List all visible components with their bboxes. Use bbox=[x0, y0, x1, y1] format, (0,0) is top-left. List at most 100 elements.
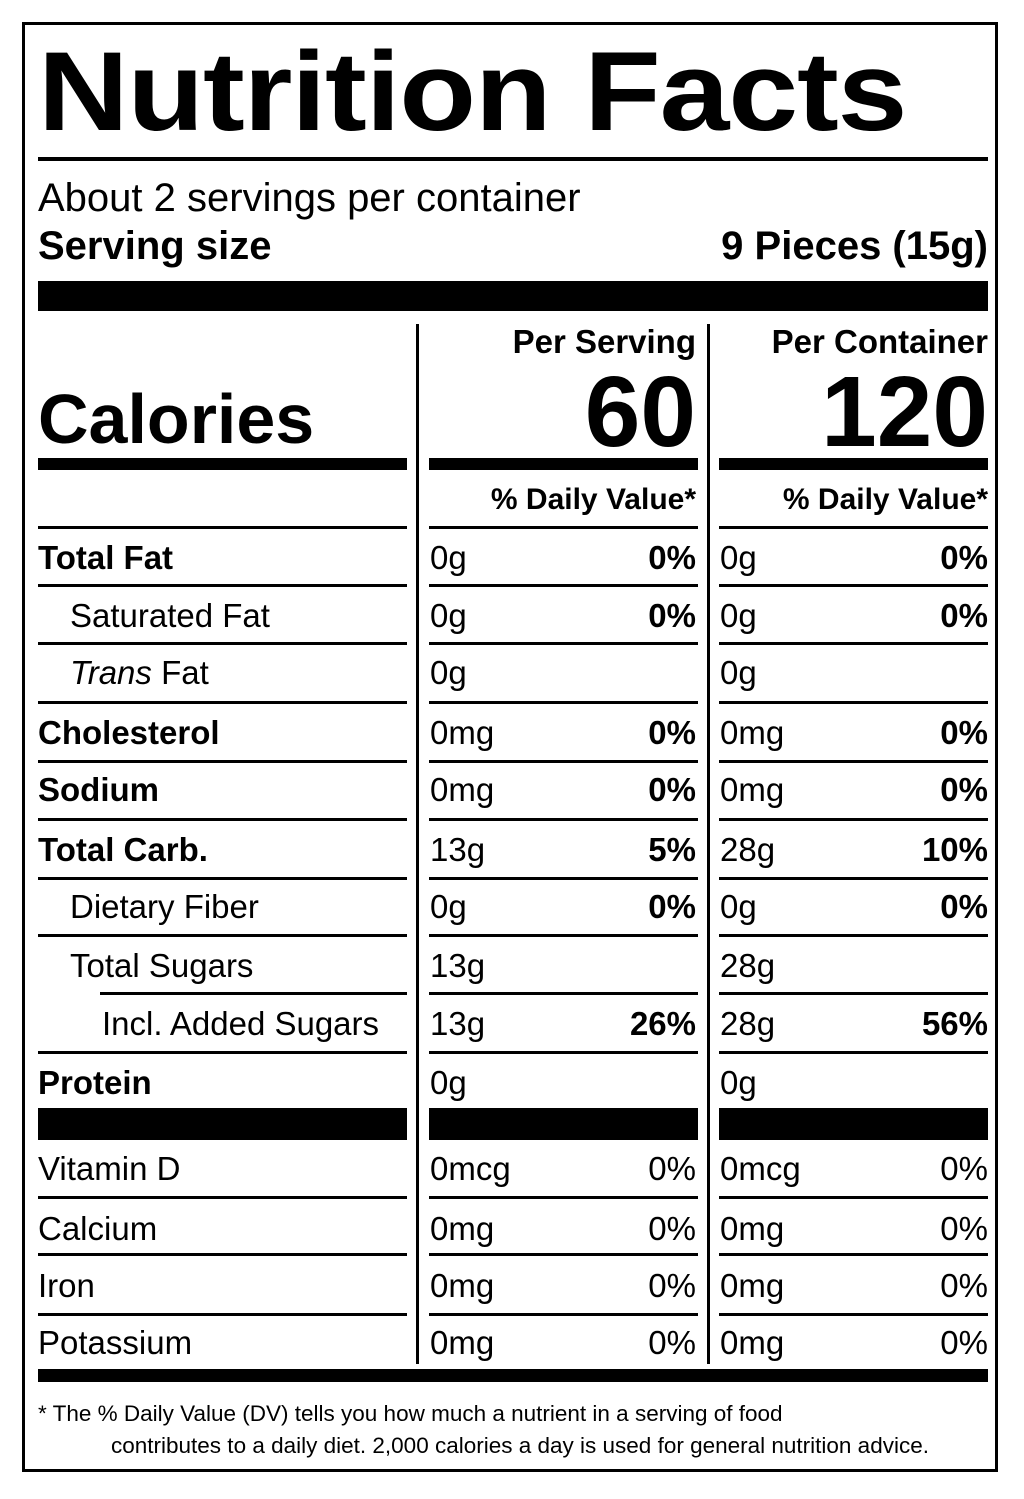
container-amount: 0g bbox=[720, 888, 757, 925]
row-divider bbox=[719, 877, 988, 880]
nutrient-name: Total Carb. bbox=[38, 833, 208, 866]
container-daily-value: 10% bbox=[921, 831, 988, 868]
nutrient-name-text: Total Carb. bbox=[38, 831, 208, 868]
container-amount: 28g bbox=[720, 1005, 776, 1042]
serving-size-label: Serving size bbox=[38, 224, 272, 268]
serving-daily-value: 0% bbox=[648, 539, 696, 576]
row-divider bbox=[38, 760, 407, 763]
daily-value-header-serving: % Daily Value* bbox=[490, 483, 696, 516]
servings-per-container: About 2 servings per container bbox=[38, 176, 581, 220]
container-daily-value: 0% bbox=[940, 714, 988, 751]
serving-amount: 0mg bbox=[430, 771, 495, 808]
serving-amount: 0g bbox=[430, 888, 467, 925]
serving-amount: 0g bbox=[430, 539, 467, 576]
row-divider bbox=[719, 934, 988, 937]
container-amount: 28g bbox=[720, 831, 776, 868]
row-divider bbox=[719, 584, 988, 587]
container-daily-value: 0% bbox=[940, 771, 988, 808]
serving-amount: 13g bbox=[430, 1005, 486, 1042]
serving-amount: 0g bbox=[430, 1064, 467, 1101]
row-divider bbox=[38, 1108, 407, 1140]
row-divider bbox=[429, 1253, 698, 1256]
nutrient-name-text: Calcium bbox=[38, 1210, 158, 1247]
nutrient-name: Total Fat bbox=[38, 541, 173, 574]
row-divider bbox=[38, 642, 407, 645]
per-serving-header: Per Serving bbox=[512, 323, 696, 360]
nutrient-name: Protein bbox=[38, 1066, 152, 1099]
nutrient-name-text: Total Sugars bbox=[70, 947, 254, 984]
nutrient-name: Saturated Fat bbox=[70, 599, 270, 632]
row-divider bbox=[429, 701, 698, 704]
nutrient-name: Sodium bbox=[38, 773, 159, 806]
serving-amount: 0mg bbox=[430, 714, 495, 751]
serving-daily-value: 0% bbox=[648, 1150, 696, 1187]
nutrient-name: Calcium bbox=[38, 1212, 157, 1245]
nutrition-label bbox=[22, 22, 998, 1472]
calories-per-container: 120 bbox=[821, 356, 988, 468]
container-daily-value: 0% bbox=[940, 1150, 988, 1187]
row-divider bbox=[429, 818, 698, 821]
row-divider bbox=[429, 1196, 698, 1199]
nutrient-name: Dietary Fiber bbox=[70, 890, 259, 923]
calories-rule-label bbox=[38, 458, 407, 470]
column-divider-serving bbox=[416, 324, 419, 1364]
row-divider bbox=[719, 1108, 988, 1140]
footnote: * The % Daily Value (DV) tells you how m… bbox=[38, 1398, 988, 1462]
row-divider bbox=[38, 1196, 407, 1199]
container-daily-value: 0% bbox=[940, 1267, 988, 1304]
calories-rule-container bbox=[719, 458, 988, 470]
serving-amount: 0mg bbox=[430, 1324, 495, 1361]
nutrient-name: Vitamin D bbox=[38, 1152, 180, 1185]
row-divider bbox=[429, 760, 698, 763]
serving-daily-value: 0% bbox=[648, 1324, 696, 1361]
row-divider bbox=[429, 1108, 698, 1140]
label-title: Nutrition Facts bbox=[38, 29, 907, 154]
serving-size-value: 9 Pieces (15g) bbox=[721, 224, 988, 268]
row-divider bbox=[38, 526, 407, 529]
serving-daily-value: 0% bbox=[648, 771, 696, 808]
row-divider bbox=[38, 934, 407, 937]
calories-rule-serving bbox=[429, 458, 698, 470]
daily-value-header-container: % Daily Value* bbox=[782, 483, 988, 516]
row-divider bbox=[100, 992, 407, 995]
calories-label: Calories bbox=[38, 380, 315, 458]
row-divider bbox=[429, 1051, 698, 1054]
serving-thick-rule bbox=[38, 281, 988, 311]
row-divider bbox=[38, 818, 407, 821]
title-rule bbox=[38, 157, 988, 161]
column-divider-container bbox=[707, 324, 710, 1364]
serving-daily-value: 0% bbox=[648, 888, 696, 925]
row-divider bbox=[429, 992, 698, 995]
row-divider bbox=[38, 584, 407, 587]
row-divider bbox=[719, 701, 988, 704]
nutrient-name: Iron bbox=[38, 1269, 95, 1302]
container-daily-value: 56% bbox=[921, 1005, 988, 1042]
row-divider bbox=[719, 992, 988, 995]
row-divider bbox=[719, 1051, 988, 1054]
serving-amount: 13g bbox=[430, 831, 486, 868]
nutrient-name-text: Incl. Added Sugars bbox=[102, 1005, 380, 1042]
row-divider bbox=[38, 877, 407, 880]
container-amount: 0g bbox=[720, 539, 757, 576]
nutrient-name-italic: Trans bbox=[70, 654, 152, 691]
calories-per-serving: 60 bbox=[584, 356, 696, 468]
serving-daily-value: 0% bbox=[648, 1267, 696, 1304]
nutrient-name: Trans Fat bbox=[70, 656, 209, 689]
row-divider bbox=[38, 701, 407, 704]
row-divider bbox=[38, 1253, 407, 1256]
nutrient-name-text: Vitamin D bbox=[38, 1150, 181, 1187]
serving-daily-value: 26% bbox=[629, 1005, 696, 1042]
per-container-header: Per Container bbox=[771, 323, 988, 360]
serving-daily-value: 0% bbox=[648, 714, 696, 751]
row-divider bbox=[429, 526, 698, 529]
row-divider bbox=[429, 584, 698, 587]
container-daily-value: 0% bbox=[940, 888, 988, 925]
nutrient-name: Potassium bbox=[38, 1326, 192, 1359]
row-divider bbox=[719, 1313, 988, 1316]
nutrient-name-text: Total Fat bbox=[38, 539, 174, 576]
container-daily-value: 0% bbox=[940, 1210, 988, 1247]
row-divider bbox=[429, 1313, 698, 1316]
container-daily-value: 0% bbox=[940, 597, 988, 634]
nutrient-name-text: Cholesterol bbox=[38, 714, 220, 751]
serving-amount: 13g bbox=[430, 947, 486, 984]
